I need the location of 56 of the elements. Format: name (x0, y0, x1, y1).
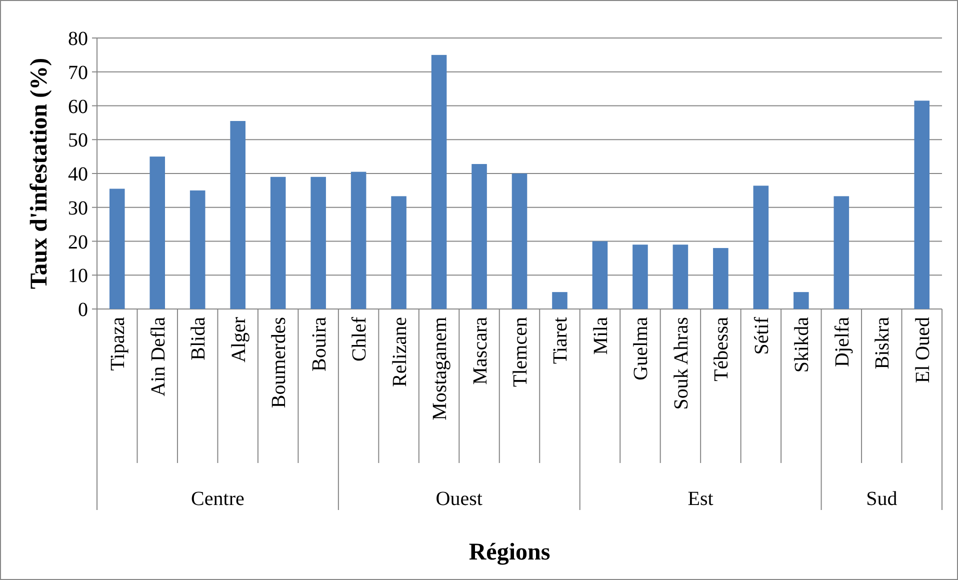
bar (713, 248, 728, 309)
bar (270, 176, 286, 309)
bar (190, 190, 206, 309)
x-tick-label: Ain Defla (147, 316, 170, 396)
y-tick-label: 0 (78, 299, 88, 321)
bar (472, 164, 487, 309)
y-axis-title: Taux d'infestation (%) (26, 58, 52, 290)
x-tick-label: Sétif (750, 316, 773, 355)
x-axis-title: Régions (468, 539, 550, 566)
x-tick-label: Alger (228, 316, 250, 363)
y-tick-label: 70 (68, 62, 88, 84)
x-tick-label: Tébessa (710, 316, 733, 382)
text: Est (688, 488, 714, 510)
x-tick-label: Relizane (388, 316, 411, 387)
bar (834, 196, 850, 309)
bar (230, 120, 246, 309)
x-tick-label: Souk Ahras (670, 316, 692, 410)
bar (753, 186, 769, 309)
bar (672, 244, 688, 309)
bar (350, 172, 366, 309)
text: Ouest (436, 488, 483, 510)
x-tick-label: Mostaganem (429, 316, 452, 420)
bar (914, 100, 930, 309)
x-tick-label: Guelma (630, 316, 652, 380)
x-tick-label: Tlemcen (510, 317, 532, 387)
x-tick-label: Biskra (872, 316, 894, 370)
bar (150, 156, 166, 309)
x-tick-label: Skikda (791, 316, 814, 373)
bar (592, 241, 608, 309)
x-tick-label: Tiaret (550, 316, 572, 364)
bar (431, 54, 447, 309)
bar (552, 292, 568, 309)
bar (310, 176, 326, 309)
x-tick-label: Tipaza (107, 316, 130, 371)
x-tick-label: Mascara (469, 316, 492, 385)
bar (794, 292, 809, 309)
x-tick-label: Blida (188, 316, 210, 360)
y-tick-label: 60 (68, 96, 88, 118)
y-tick-label: 30 (68, 197, 88, 220)
x-tick-label: Mila (590, 316, 612, 355)
bar (109, 188, 125, 309)
x-tick-label: Chlef (348, 316, 371, 362)
y-tick-label: 20 (68, 231, 88, 254)
x-tick-label: Bouira (308, 316, 330, 372)
y-tick-label: 10 (68, 265, 88, 288)
text: Sud (866, 488, 898, 510)
bar (512, 174, 528, 309)
bar (632, 244, 648, 309)
y-tick-label: 80 (68, 28, 88, 50)
x-tick-label: Boumerdes (268, 316, 290, 408)
y-tick-label: 50 (68, 130, 88, 152)
x-tick-label: Djelfa (831, 316, 854, 367)
y-tick-label: 40 (68, 164, 88, 186)
x-tick-label: El Oued (912, 317, 934, 384)
bar (391, 196, 406, 309)
text: Centre (191, 488, 244, 510)
